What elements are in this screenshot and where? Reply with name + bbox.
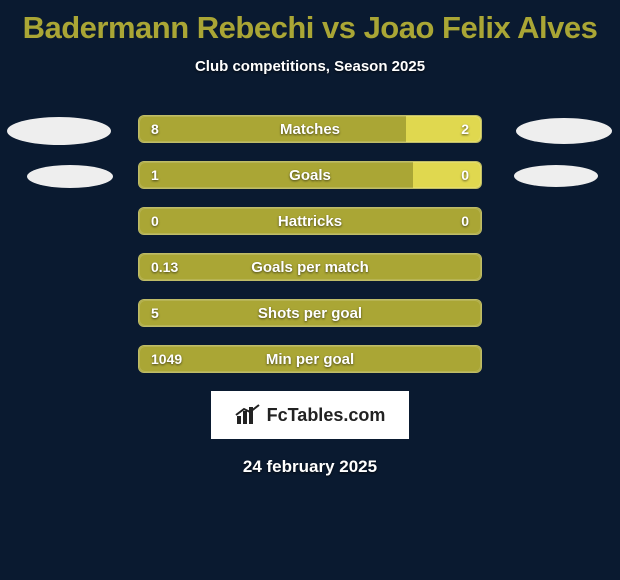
stat-row: 00Hattricks: [138, 207, 482, 235]
stat-label: Min per goal: [139, 346, 481, 372]
stat-row: 5Shots per goal: [138, 299, 482, 327]
logo-text: FcTables.com: [267, 405, 386, 426]
comparison-chart: 82Matches 10Goals 00Hattricks 0.13Goals per…: [0, 115, 620, 373]
bars-container: 82Matches 10Goals 00Hattricks 0.13Goals per…: [138, 115, 482, 373]
stat-label: Goals per match: [139, 254, 481, 280]
player-right-badge-1: [516, 118, 612, 144]
stat-row: 82Matches: [138, 115, 482, 143]
stat-row: 0.13Goals per match: [138, 253, 482, 281]
stat-label: Matches: [139, 116, 481, 142]
stat-row: 10Goals: [138, 161, 482, 189]
source-logo: FcTables.com: [211, 391, 409, 439]
player-right-badge-2: [514, 165, 598, 187]
date-label: 24 february 2025: [0, 457, 620, 477]
page-title: Badermann Rebechi vs Joao Felix Alves: [0, 0, 620, 46]
stat-label: Hattricks: [139, 208, 481, 234]
player-left-badge-2: [27, 165, 113, 188]
chart-icon: [235, 404, 261, 426]
player-left-badge-1: [7, 117, 111, 145]
stat-label: Shots per goal: [139, 300, 481, 326]
page-subtitle: Club competitions, Season 2025: [0, 58, 620, 75]
stat-row: 1049Min per goal: [138, 345, 482, 373]
stat-label: Goals: [139, 162, 481, 188]
